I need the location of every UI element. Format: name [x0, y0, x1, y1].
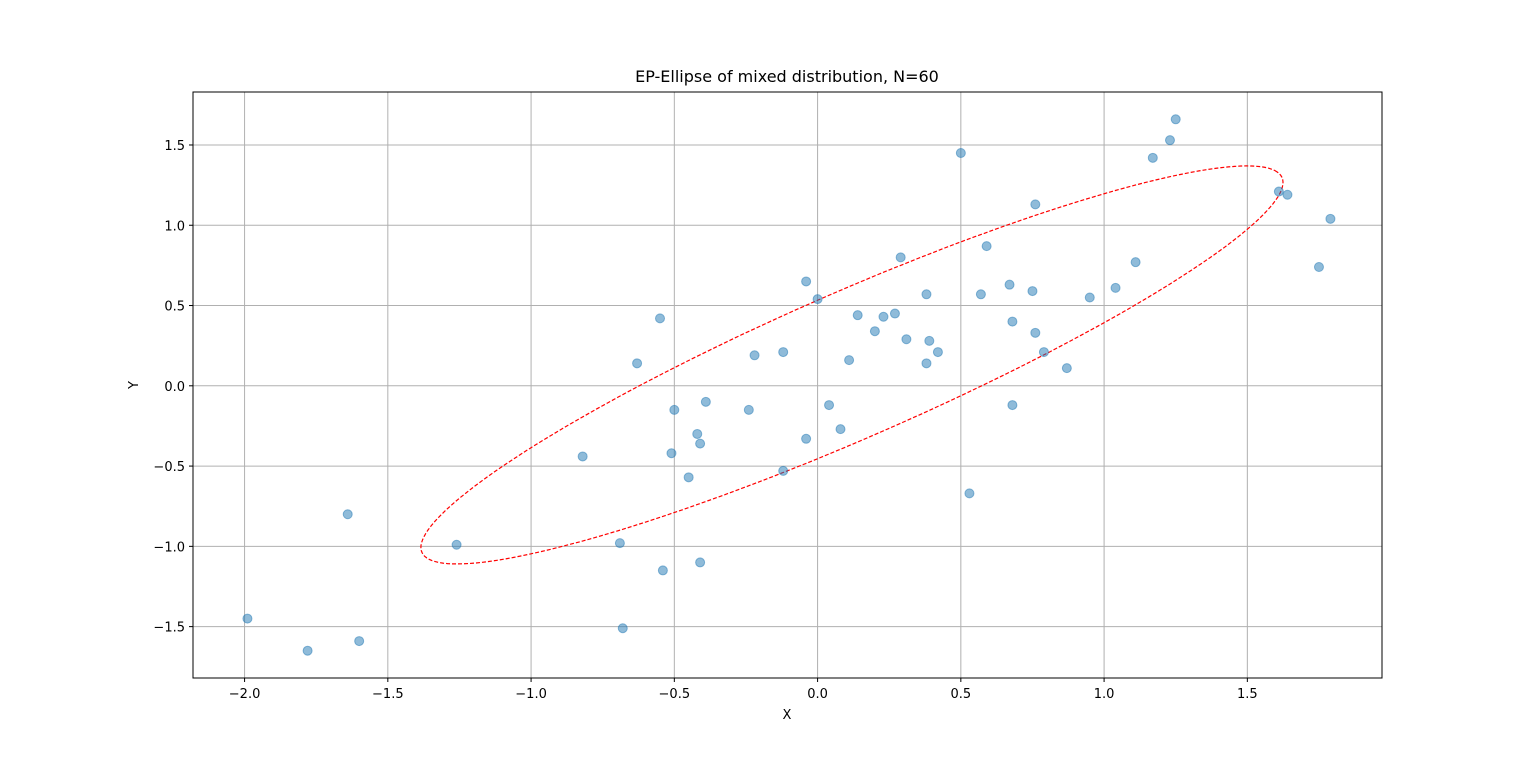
y-axis-ticks: −1.5 −1.0 −0.5 0.0 0.5 1.0 1.5 [153, 139, 193, 636]
data-point [354, 636, 365, 647]
data-point [700, 396, 711, 407]
y-tick-label: −1.0 [153, 540, 185, 555]
data-point [1030, 327, 1041, 338]
data-point [1004, 279, 1015, 290]
data-point [844, 355, 855, 366]
y-tick-label: 1.5 [164, 139, 185, 154]
grid [193, 92, 1382, 678]
data-point [695, 557, 706, 568]
x-tick-label: 0.0 [807, 687, 828, 702]
data-point [824, 400, 835, 411]
x-tick-label: 1.5 [1237, 687, 1258, 702]
y-tick-label: 0.5 [164, 300, 185, 315]
data-point [964, 488, 975, 499]
ellipse-layer [420, 165, 1284, 565]
data-point [1027, 286, 1038, 297]
data-point [1061, 363, 1072, 374]
data-point [975, 289, 986, 300]
data-point [921, 289, 932, 300]
x-axis-label: X [783, 708, 792, 723]
data-point [1282, 189, 1293, 200]
data-point [1164, 135, 1175, 146]
data-point [955, 148, 966, 159]
data-point [778, 347, 789, 358]
data-point [302, 645, 313, 656]
x-axis-ticks: −2.0 −1.5 −1.0 −0.5 0.0 0.5 1.0 1.5 [229, 678, 1258, 702]
plot-frame [192, 91, 1383, 679]
data-point [812, 294, 823, 305]
x-tick-label: −1.5 [372, 687, 404, 702]
data-point [1030, 199, 1041, 210]
data-point [1038, 347, 1049, 358]
data-point [1170, 114, 1181, 125]
data-point [1007, 400, 1018, 411]
data-point [1007, 316, 1018, 327]
chart-title: EP-Ellipse of mixed distribution, N=60 [635, 67, 939, 86]
y-tick-label: 0.0 [164, 380, 185, 395]
data-point [655, 313, 666, 324]
data-point [924, 335, 935, 346]
x-tick-label: 0.5 [950, 687, 971, 702]
y-tick-label: −1.5 [153, 621, 185, 636]
data-point [683, 472, 694, 483]
data-point [1325, 213, 1336, 224]
data-point [749, 350, 760, 361]
data-point [743, 404, 754, 415]
data-point [692, 428, 703, 439]
ep-ellipse [420, 165, 1284, 565]
data-point [657, 565, 668, 576]
data-point [1130, 257, 1141, 268]
data-point [1110, 282, 1121, 293]
data-point [242, 613, 253, 624]
data-point [801, 276, 812, 287]
data-point [921, 358, 932, 369]
data-point [895, 252, 906, 263]
x-tick-label: −1.0 [515, 687, 547, 702]
data-point [901, 334, 912, 345]
data-point [1084, 292, 1095, 303]
data-point [577, 451, 588, 462]
data-point [695, 438, 706, 449]
x-tick-label: −2.0 [229, 687, 261, 702]
data-point [932, 347, 943, 358]
data-point [981, 241, 992, 252]
x-tick-label: 1.0 [1094, 687, 1115, 702]
data-point [614, 538, 625, 549]
data-point [869, 326, 880, 337]
data-point [889, 308, 900, 319]
data-point [1273, 186, 1284, 197]
data-point [666, 448, 677, 459]
data-point [801, 433, 812, 444]
data-point [669, 404, 680, 415]
data-point [835, 424, 846, 435]
data-point [632, 358, 643, 369]
data-point [852, 310, 863, 321]
points-layer [242, 114, 1336, 656]
data-point [878, 311, 889, 322]
data-point [451, 539, 462, 550]
y-tick-label: 1.0 [164, 219, 185, 234]
y-axis-label: Y [127, 381, 142, 390]
data-point [778, 465, 789, 476]
y-tick-label: −0.5 [153, 460, 185, 475]
x-tick-label: −0.5 [659, 687, 691, 702]
data-point [1147, 152, 1158, 163]
data-point [617, 623, 628, 634]
data-point [1313, 261, 1324, 272]
data-point [342, 509, 353, 520]
